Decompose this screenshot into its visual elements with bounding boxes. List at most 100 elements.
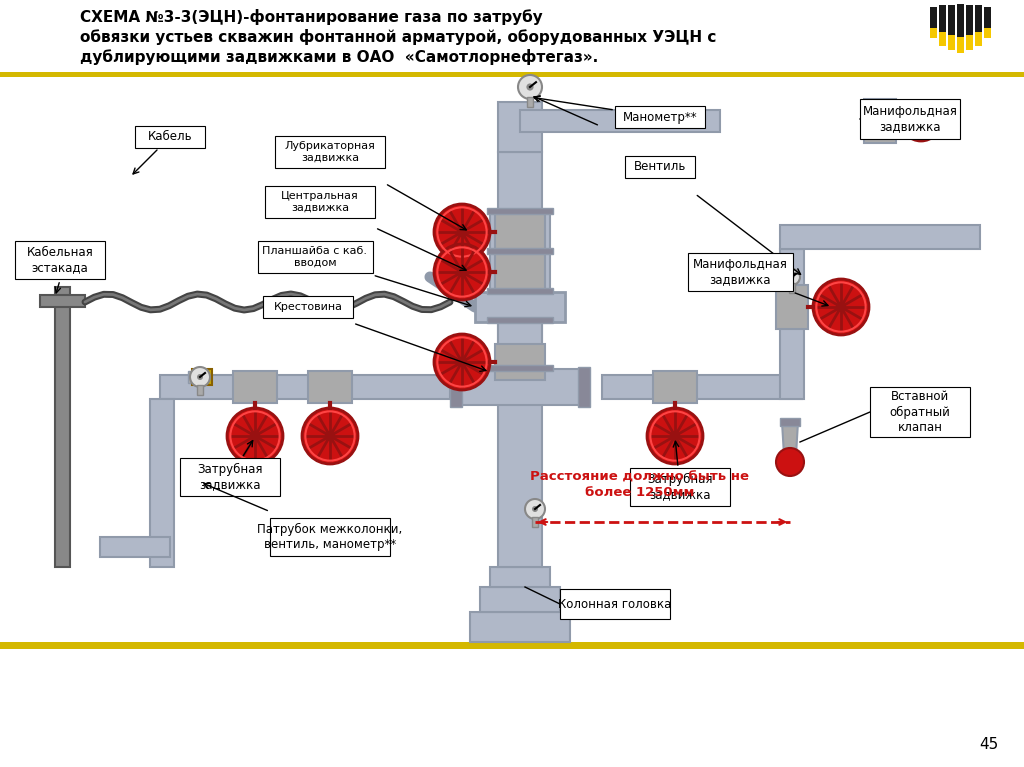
Bar [265,186,375,218]
Bar [495,214,545,250]
Text: Расстояние должно быть не
более 1250мм: Расстояние должно быть не более 1250мм [530,471,750,499]
Polygon shape [782,422,798,472]
Bar [602,375,802,399]
Bar [475,292,565,322]
Circle shape [790,275,795,279]
Bar [578,367,590,407]
Bar [956,37,964,53]
Text: Манифольдная
задвижка: Манифольдная задвижка [692,258,787,286]
Bar [966,35,973,50]
Bar [308,371,352,403]
Circle shape [901,101,941,141]
Bar [947,5,954,37]
Bar [615,106,705,128]
Bar [490,567,550,587]
Bar [520,110,720,132]
Bar [947,35,954,50]
Bar [780,418,800,426]
Bar [15,241,105,279]
Bar [532,517,538,527]
Bar [983,7,990,29]
Bar [498,317,542,567]
Bar [625,156,695,178]
Bar [687,253,793,291]
Text: дублирующими задвижками в ОАО  «Самотлорнефтегаз».: дублирующими задвижками в ОАО «Самотлорн… [80,49,598,65]
Bar [0,72,1024,77]
Bar [480,587,560,612]
Text: Кабельная
эстакада: Кабельная эстакада [27,246,93,274]
Bar [487,317,553,323]
Bar [939,32,945,46]
Circle shape [190,367,210,387]
Bar [653,371,697,403]
Bar [0,0,1024,72]
Bar [630,468,730,506]
Bar [188,371,196,383]
Circle shape [813,279,869,335]
Bar [470,612,570,642]
Bar [939,5,945,35]
Bar [560,589,670,619]
Bar [975,32,981,46]
Bar [487,288,553,294]
Bar [975,5,981,35]
Text: обвязки устьев скважин фонтанной арматурой, оборудованных УЭЦН с: обвязки устьев скважин фонтанной арматур… [80,29,717,45]
Circle shape [670,431,680,441]
Circle shape [532,506,538,512]
Text: Вентиль: Вентиль [634,160,686,173]
Circle shape [457,227,467,237]
Bar [983,28,990,38]
Text: 45: 45 [979,737,998,752]
Text: Патрубок межколонки,
вентиль, манометр**: Патрубок межколонки, вентиль, манометр** [257,523,402,551]
Bar [860,99,961,139]
Bar [233,371,278,403]
Bar [498,102,542,152]
Circle shape [434,334,490,390]
Circle shape [227,408,283,464]
Bar [455,369,585,405]
Bar [160,375,450,399]
Bar [956,4,964,39]
Bar [180,458,280,496]
Text: Манометр**: Манометр** [623,110,697,123]
Circle shape [197,374,203,380]
Circle shape [325,431,335,441]
Bar [197,385,203,395]
Circle shape [525,499,545,519]
Text: Вставной
обратный
клапан: Вставной обратный клапан [890,390,950,433]
Circle shape [918,117,925,124]
Bar [270,518,390,556]
Bar [0,644,1024,649]
Circle shape [836,302,846,312]
Circle shape [784,269,800,285]
Bar [776,285,808,329]
Circle shape [647,408,703,464]
Circle shape [518,75,542,99]
Bar [450,367,462,407]
Text: Центральная
задвижка: Центральная задвижка [282,191,358,212]
Circle shape [526,84,534,91]
Circle shape [250,431,260,441]
Bar [487,365,553,371]
Bar [864,99,896,143]
Bar [780,249,804,399]
Text: Лубрикаторная
задвижка: Лубрикаторная задвижка [285,141,376,163]
Bar [55,287,70,567]
Text: Затрубная
задвижка: Затрубная задвижка [198,463,263,491]
Text: Кабель: Кабель [147,130,193,143]
Bar [498,289,542,369]
Circle shape [776,448,804,476]
Bar [780,225,980,249]
Circle shape [457,357,467,367]
Bar [487,208,553,214]
Text: СХЕМА №3-3(ЭЦН)-фонтанирование газа по затрубу: СХЕМА №3-3(ЭЦН)-фонтанирование газа по з… [80,9,543,25]
Bar [966,5,973,37]
Circle shape [434,204,490,260]
Bar [257,241,373,273]
Bar [490,252,550,292]
Bar [790,283,795,293]
Bar [0,642,1024,647]
Bar [870,387,970,437]
Text: Крестовина: Крестовина [273,302,342,312]
Text: Затрубная
задвижка: Затрубная задвижка [647,473,713,501]
